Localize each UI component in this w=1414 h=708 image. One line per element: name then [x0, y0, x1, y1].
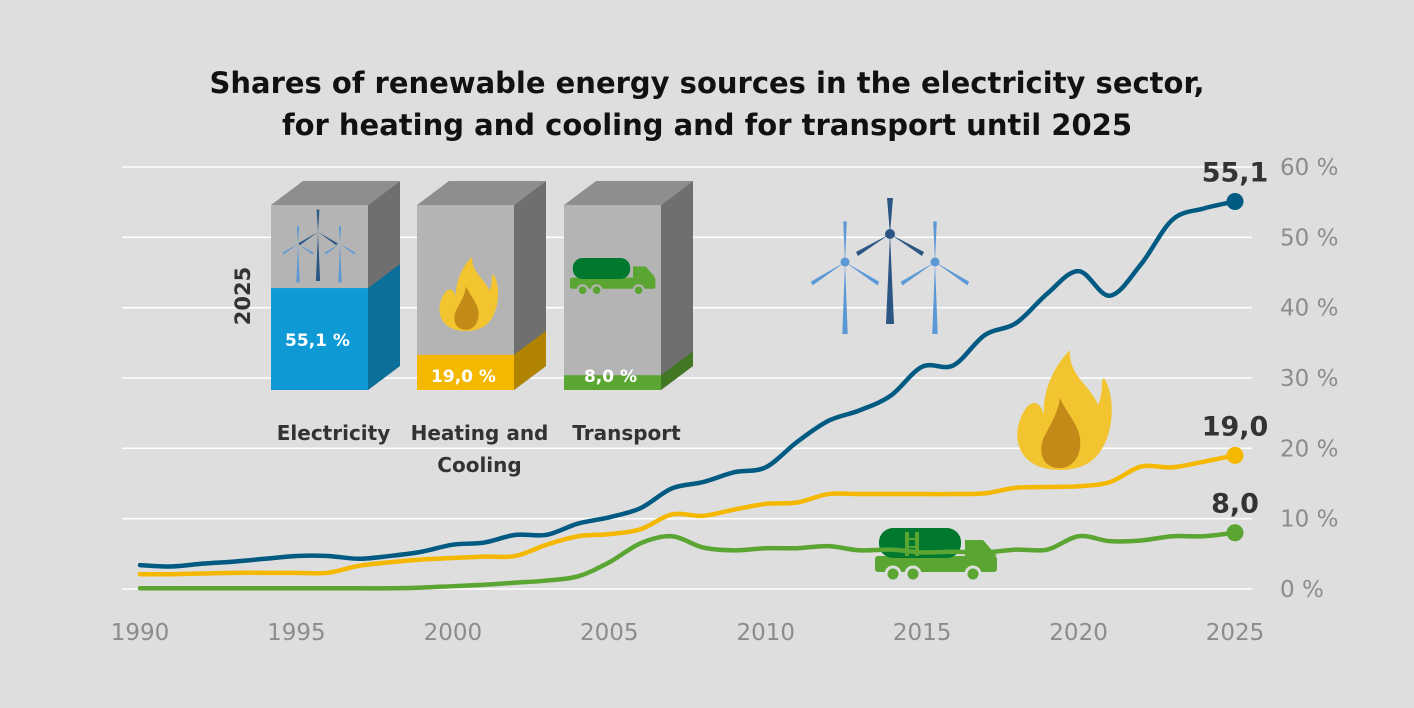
inset-category-label-transport: Transport	[572, 421, 681, 445]
series-end-marker-transport	[1226, 524, 1244, 542]
y-tick-label: 10 %	[1280, 507, 1338, 533]
end-value-label-electricity: 55,1	[1202, 157, 1269, 188]
inset-bars-2025: 2025 55,1 % Electricity 19,0 % Heating and C…	[231, 181, 693, 477]
y-tick-label: 60 %	[1280, 155, 1338, 181]
inset-bar-value-heating: 19,0 %	[431, 367, 496, 387]
end-value-label-transport: 8,0	[1211, 489, 1259, 520]
x-tick-label: 2005	[580, 620, 639, 646]
inset-category-label-heating: Heating and	[411, 421, 549, 445]
inset-year-label: 2025	[231, 267, 255, 325]
inset-bar-fill-transport	[564, 375, 661, 390]
inset-category-label-electricity: Electricity	[277, 421, 391, 445]
end-value-label-heating: 19,0	[1202, 411, 1269, 442]
inset-category-label-heating: Cooling	[437, 453, 521, 477]
y-axis-ticks: 0 % 10 % 20 % 30 % 40 % 50 % 60 %	[1280, 155, 1338, 603]
wind-turbine-icon	[282, 209, 356, 283]
inset-bar-value-transport: 8,0 %	[584, 367, 637, 387]
inset-bar-value-electricity: 55,1 %	[285, 331, 350, 351]
x-tick-label: 1990	[111, 620, 170, 646]
series-end-marker-heating	[1226, 446, 1244, 464]
inset-bar-transport: 8,0 % Transport	[564, 181, 693, 445]
inset-bar-heating: 19,0 % Heating and Cooling	[411, 181, 549, 477]
flame-icon	[439, 256, 499, 331]
chart-title-line-1: Shares of renewable energy sources in th…	[209, 66, 1205, 100]
y-tick-label: 0 %	[1280, 577, 1324, 603]
x-tick-label: 1995	[267, 620, 326, 646]
chart-title: Shares of renewable energy sources in th…	[0, 62, 1414, 146]
wind-turbines-icon	[810, 198, 970, 334]
y-tick-label: 40 %	[1280, 296, 1338, 322]
inset-bar-fill-electricity	[271, 288, 368, 390]
x-tick-label: 2000	[424, 620, 483, 646]
y-tick-label: 50 %	[1280, 225, 1338, 251]
end-labels: 55,1 19,0 8,0	[1202, 157, 1269, 519]
x-tick-label: 2020	[1049, 620, 1108, 646]
series-line-heating	[137, 453, 1238, 577]
x-tick-label: 2025	[1206, 620, 1265, 646]
x-tick-label: 2010	[736, 620, 795, 646]
x-tick-label: 2015	[893, 620, 952, 646]
inset-bar-electricity: 55,1 % Electricity	[271, 181, 400, 445]
series-line-electricity	[137, 199, 1238, 569]
y-tick-label: 20 %	[1280, 436, 1338, 462]
series-lines	[137, 192, 1244, 591]
flame-icon	[1017, 350, 1112, 470]
x-axis-ticks: 1990 1995 2000 2005 2010 2015 2020 2025	[111, 620, 1265, 646]
tanker-truck-icon	[570, 258, 656, 297]
series-end-marker-electricity	[1226, 192, 1244, 210]
inset-bar-fill-heating	[417, 354, 514, 390]
chart-title-line-2: for heating and cooling and for transpor…	[281, 108, 1133, 142]
series-line-transport	[137, 530, 1238, 591]
y-tick-label: 30 %	[1280, 366, 1338, 392]
